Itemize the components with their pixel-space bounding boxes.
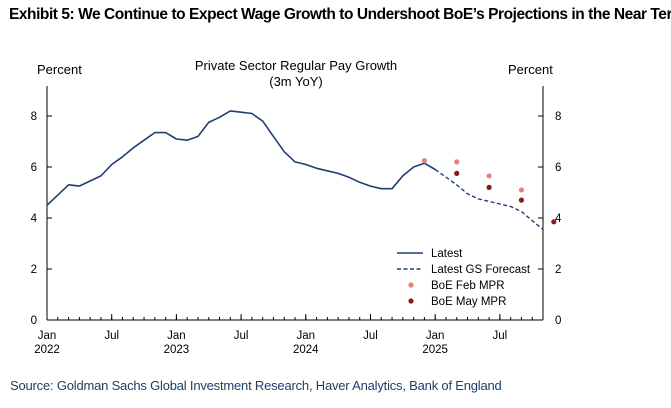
y-tick-label-right: 2 — [555, 264, 561, 276]
source-note: Source: Goldman Sachs Global Investment … — [10, 378, 502, 393]
y-tick-label-left: 8 — [31, 111, 37, 123]
x-tick-label: Jul — [234, 330, 249, 342]
y-axis-label-left: Percent — [37, 62, 82, 77]
x-tick-year: 2023 — [164, 344, 190, 356]
legend-marker-boe-may — [408, 298, 414, 304]
legend-marker-boe-feb — [408, 282, 414, 288]
x-tick-label: Jan — [297, 330, 316, 342]
y-tick-label-left: 2 — [31, 264, 37, 276]
series-boe-may-mpr-point — [486, 184, 492, 190]
x-tick-year: 2024 — [293, 344, 319, 356]
x-tick-year: 2025 — [422, 344, 448, 356]
x-tick-label: Jul — [363, 330, 378, 342]
legend: Latest Latest GS Forecast BoE Feb MPR Bo… — [397, 248, 531, 308]
series-boe-may-mpr-point — [518, 197, 525, 203]
series-boe-may-mpr-point — [454, 170, 460, 176]
y-tick-label-right: 6 — [555, 162, 561, 174]
series-boe-feb-mpr-point — [518, 187, 525, 193]
y-axis-label-right: Percent — [508, 62, 553, 77]
chart-title: Private Sector Regular Pay Growth — [195, 58, 397, 73]
x-tick-year: 2022 — [34, 344, 60, 356]
series-boe-feb-mpr-point — [421, 158, 427, 164]
y-tick-label-right: 8 — [555, 111, 561, 123]
x-tick-label: Jan — [38, 330, 57, 342]
y-tick-label-left: 6 — [31, 162, 37, 174]
series-boe-may-mpr-point — [551, 219, 557, 225]
x-tick-label: Jul — [493, 330, 508, 342]
chart-subtitle: (3m YoY) — [269, 74, 322, 89]
x-tick-label: Jan — [426, 330, 445, 342]
exhibit-title: Exhibit 5: We Continue to Expect Wage Gr… — [9, 6, 671, 23]
legend-label-boe-may: BoE May MPR — [431, 296, 506, 308]
series-gs-forecast-line — [434, 168, 544, 231]
y-tick-label-left: 0 — [31, 315, 37, 327]
series-boe-feb-mpr-point — [486, 173, 492, 179]
y-tick-label-left: 4 — [31, 213, 38, 225]
axis-ticks: 0 0 2 2 4 4 6 6 8 8 Jan 2022 Jul Jan 2023 Jul Jan 2024 Jul… — [31, 111, 562, 356]
y-tick-label-right: 4 — [555, 213, 562, 225]
x-tick-label: Jan — [167, 330, 186, 342]
series-boe-feb-mpr-point — [454, 159, 460, 165]
legend-label-boe-feb: BoE Feb MPR — [431, 280, 505, 292]
series-latest-line — [46, 110, 436, 206]
legend-label-latest: Latest — [431, 248, 463, 260]
y-tick-label-right: 0 — [555, 315, 561, 327]
x-tick-label: Jul — [104, 330, 119, 342]
legend-label-forecast: Latest GS Forecast — [431, 264, 531, 276]
series-layer — [46, 110, 557, 231]
